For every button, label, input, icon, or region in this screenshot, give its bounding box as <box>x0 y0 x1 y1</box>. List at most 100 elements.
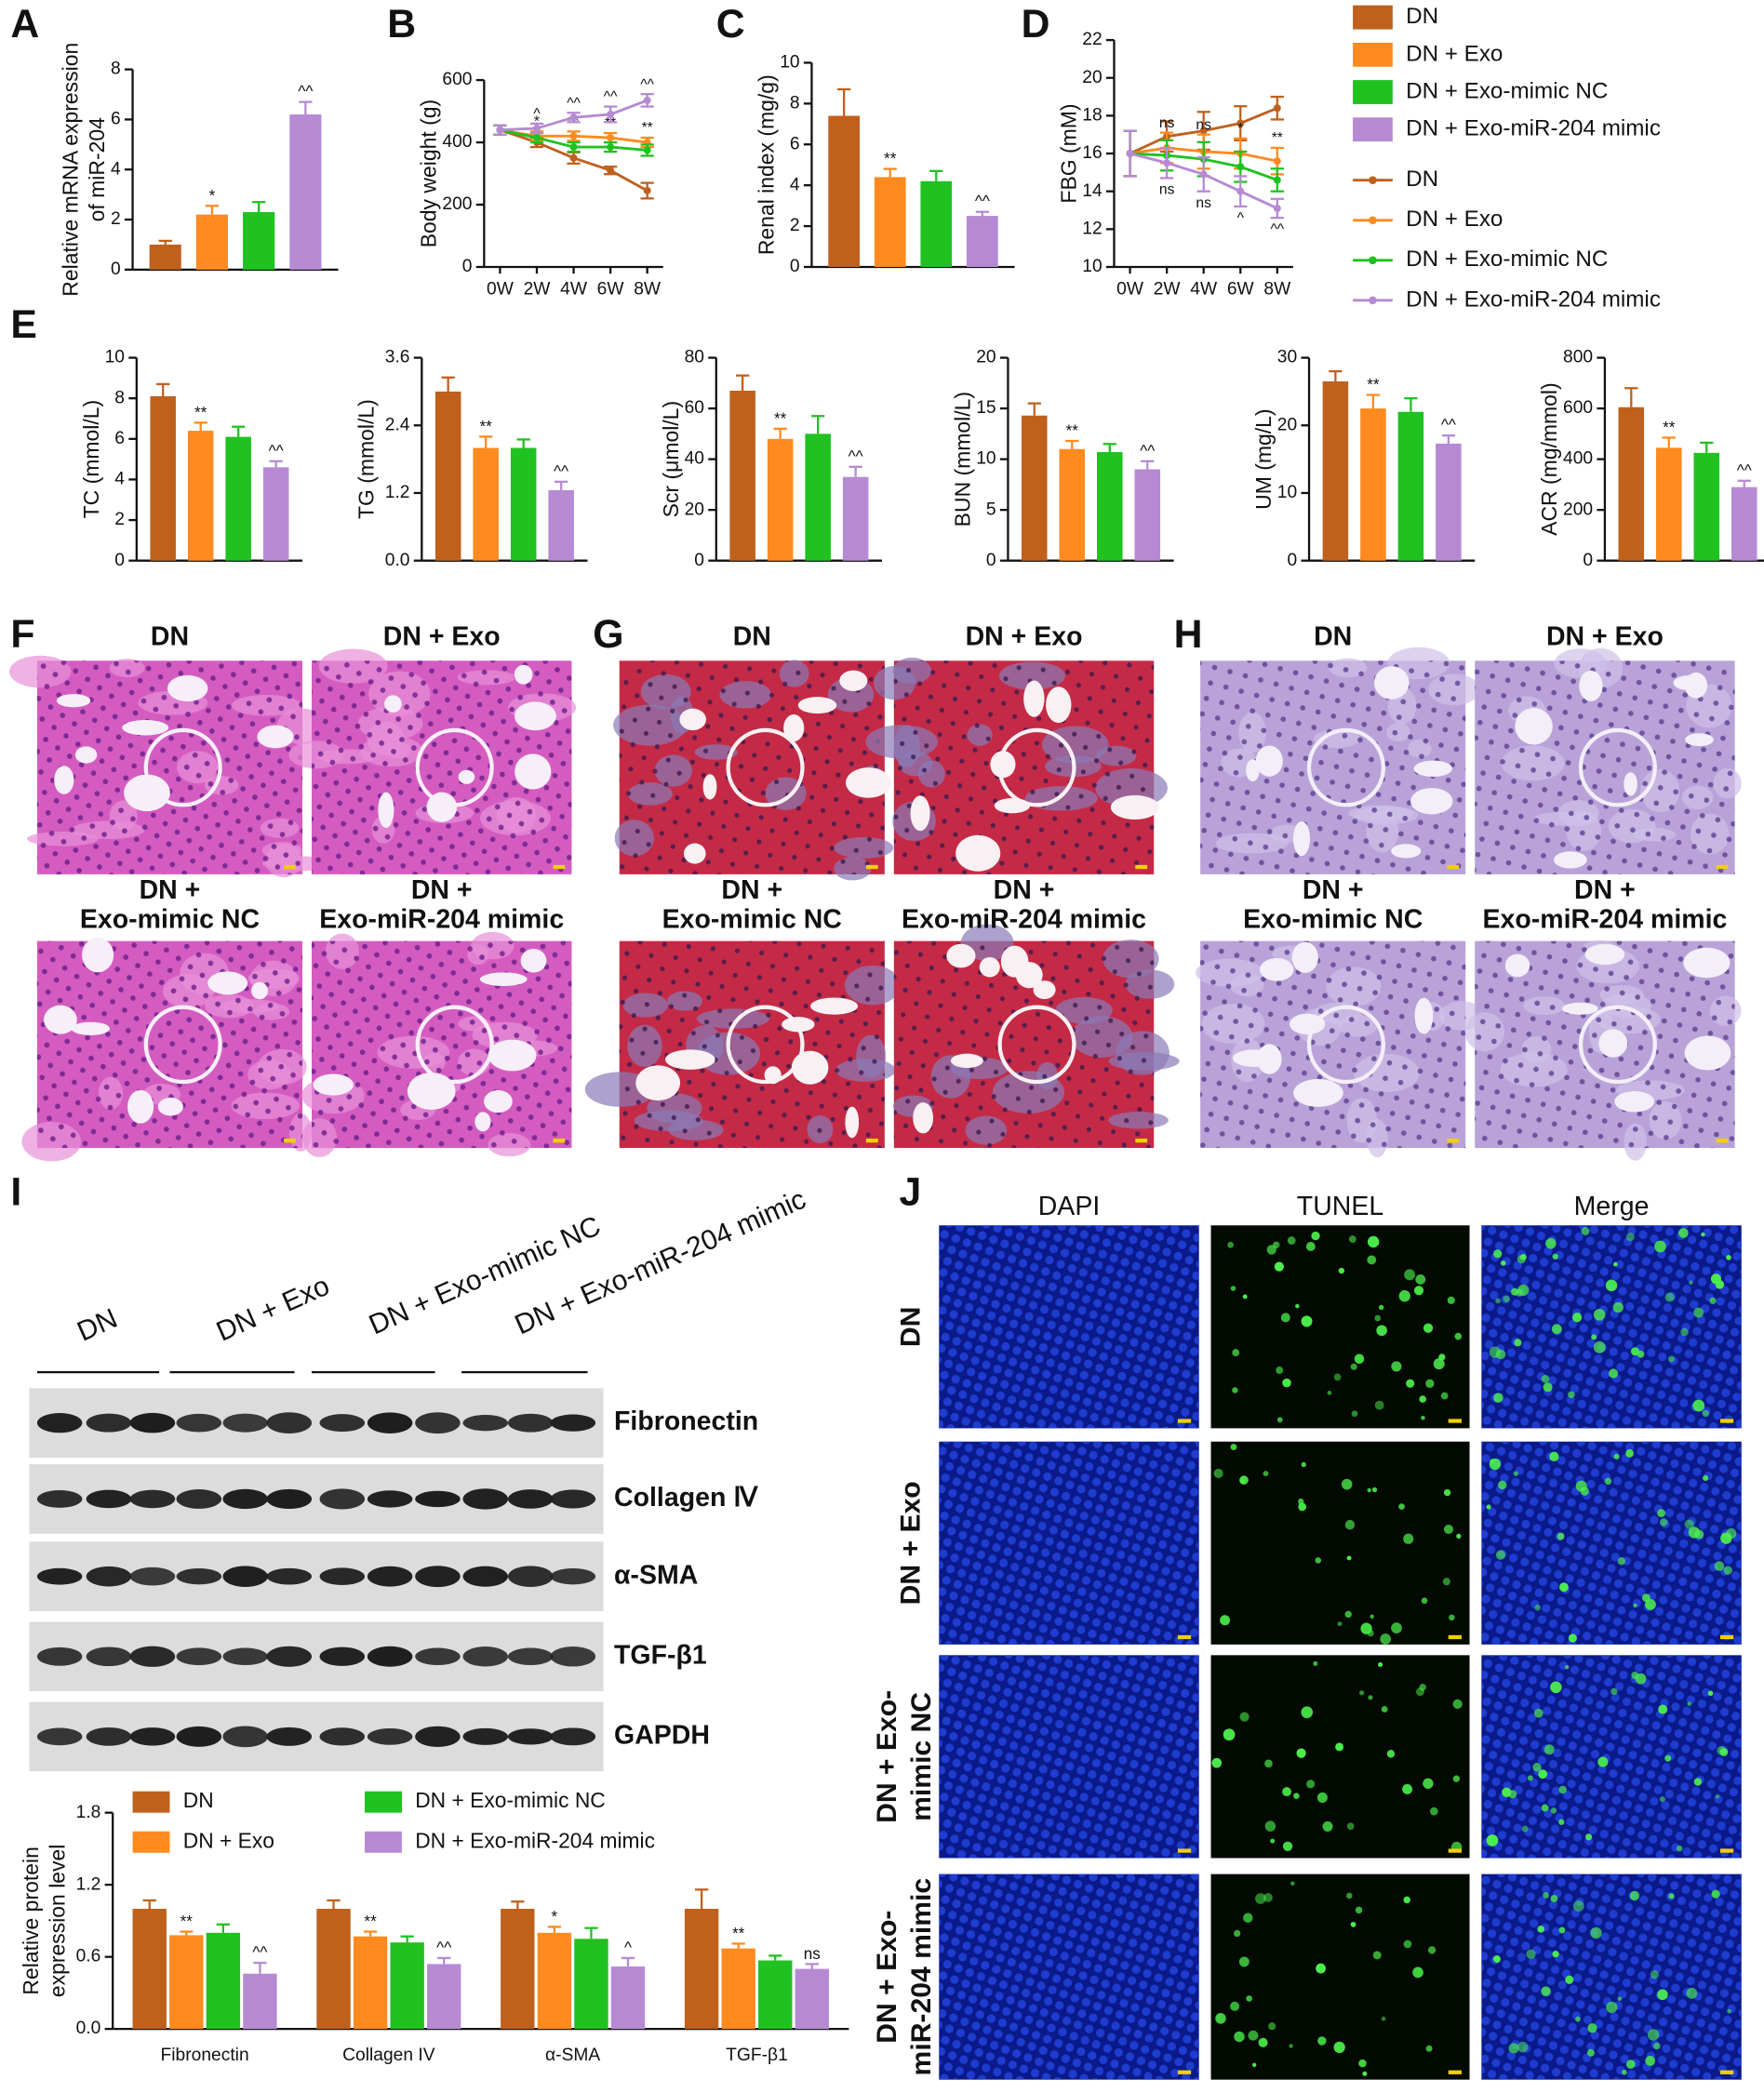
tunel-positive <box>1258 2037 1268 2047</box>
blot-band <box>462 1646 508 1667</box>
legend-label: DN <box>183 1788 214 1812</box>
tunel-positive <box>1486 1504 1491 1510</box>
tunel-positive <box>1232 1387 1238 1393</box>
tissue-nuclei <box>619 660 885 874</box>
tunel-positive <box>1541 1374 1550 1383</box>
tunel-positive <box>1282 1787 1291 1797</box>
y-axis-label: FBG (mM) <box>1057 103 1081 203</box>
tunel-positive <box>1617 1557 1626 1566</box>
significance: ** <box>605 115 616 131</box>
y-tick-label: 0 <box>694 551 704 570</box>
tunel-positive <box>1667 1355 1676 1363</box>
tunel-positive <box>1709 1297 1717 1305</box>
tunel-row-label: DN + Exo <box>896 1481 927 1605</box>
tunel-positive <box>1664 1754 1672 1762</box>
tunel-positive <box>1391 1622 1402 1634</box>
tissue-lumen <box>665 1049 715 1070</box>
tunel-positive <box>1374 1400 1384 1410</box>
image-label: DN <box>1314 621 1352 651</box>
tunel-positive <box>1344 1519 1356 1530</box>
tunel-positive <box>1274 1261 1284 1272</box>
blot-band <box>86 1646 132 1667</box>
tunel-positive <box>1686 1987 1698 1999</box>
tissue-lumen <box>157 1097 183 1116</box>
tunel-positive <box>1568 1633 1578 1643</box>
scale-bar <box>1135 1139 1148 1143</box>
scale-bar <box>1177 1419 1192 1423</box>
tissue-lumen <box>1291 941 1318 973</box>
blot-band <box>129 1566 176 1586</box>
legend-label: DN <box>1406 4 1438 29</box>
tunel-positive <box>1251 2062 1257 2068</box>
y-tick-label: 5 <box>986 500 996 519</box>
tissue-lumen <box>82 938 114 973</box>
legend-label: DN + Exo-miR-204 mimic <box>1406 116 1661 141</box>
tunel-positive <box>1242 1294 1248 1300</box>
significance: ^^ <box>604 89 618 105</box>
y-tick-label: 400 <box>442 132 472 152</box>
tunel-positive <box>1541 1804 1549 1812</box>
bar <box>1134 469 1161 561</box>
bar <box>169 1935 204 2030</box>
blot-band <box>507 1566 554 1587</box>
scale-bar <box>553 1139 566 1143</box>
tissue-lumen <box>484 1089 513 1113</box>
tunel-positive <box>1442 1578 1450 1586</box>
tissue-lumen <box>384 695 402 713</box>
tissue-nuclei <box>1200 940 1466 1149</box>
panel-letter: A <box>10 2 39 47</box>
tissue-lumen <box>839 670 868 691</box>
scale-bar <box>1448 2070 1462 2074</box>
legend-label: DN + Exo-miR-204 mimic <box>415 1828 655 1852</box>
blot-band <box>36 1490 83 1508</box>
tunel-positive <box>1287 1236 1296 1245</box>
significance: ns <box>804 1944 821 1963</box>
tunel-positive <box>1593 1340 1606 1353</box>
bar <box>729 391 755 561</box>
tunel-positive <box>1350 1921 1356 1927</box>
y-axis-label: expression level <box>46 1845 70 1998</box>
tunel-positive <box>1593 1309 1606 1321</box>
blot-band <box>550 1568 596 1585</box>
y-tick-label: 20 <box>976 348 996 367</box>
significance: ^^ <box>975 192 990 210</box>
tunel-positive <box>1381 2016 1386 2021</box>
blot-band <box>222 1647 268 1666</box>
blot-band <box>222 1566 268 1587</box>
tunel-positive <box>1403 1940 1412 1949</box>
y-tick-label: 6 <box>111 109 121 128</box>
tunel-positive <box>1282 1841 1293 1851</box>
fluorescence-image <box>1210 1441 1470 1645</box>
legend-marker <box>1369 296 1377 305</box>
tunel-positive <box>1581 1227 1590 1235</box>
y-tick-label: 0 <box>111 260 121 279</box>
bar <box>473 447 499 561</box>
tissue-lumen <box>783 713 805 742</box>
bar <box>1022 415 1048 561</box>
legend-swatch <box>1353 80 1393 104</box>
tissue-lumen <box>207 971 248 995</box>
tunel-positive <box>1557 1532 1565 1540</box>
tissue-nuclei <box>893 660 1155 874</box>
tunel-positive <box>1290 1881 1295 1886</box>
x-tick-label: Collagen IV <box>342 2046 435 2065</box>
tunel-column-label: DAPI <box>1038 1192 1101 1221</box>
legend-marker <box>1369 176 1377 185</box>
tissue-lumen <box>1023 680 1045 717</box>
glomerulus <box>415 1005 494 1085</box>
scale-bar <box>1719 1419 1734 1423</box>
bar <box>1360 408 1386 561</box>
significance: ^ <box>533 106 541 122</box>
tunel-positive <box>1220 1615 1230 1626</box>
tunel-positive <box>1296 1748 1306 1758</box>
blot-band <box>415 1647 461 1666</box>
tissue-lumen <box>520 949 547 973</box>
tunel-positive <box>1421 1415 1425 1420</box>
tissue-lumen <box>1410 788 1453 815</box>
tunel-positive <box>1447 1296 1455 1304</box>
tunel-positive <box>1243 1913 1253 1923</box>
tunel-positive <box>1647 2029 1660 2041</box>
tunel-positive <box>1374 1314 1382 1322</box>
tunel-positive <box>1613 1453 1620 1460</box>
blot-band <box>507 1647 554 1666</box>
